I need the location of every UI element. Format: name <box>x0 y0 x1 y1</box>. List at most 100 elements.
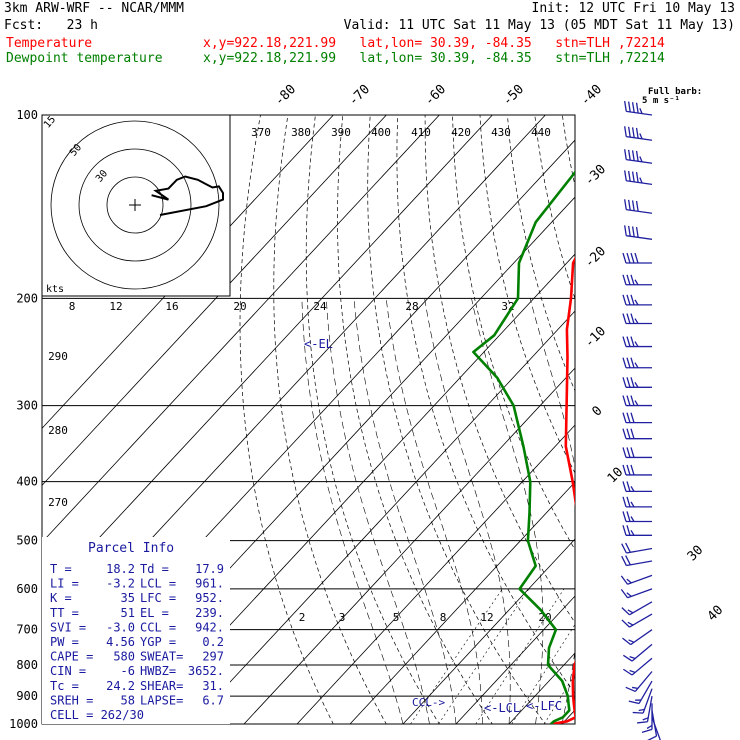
dewpoint-label: Dewpoint temperature <box>6 51 163 66</box>
el-marker: <-EL <box>304 337 333 351</box>
wind-barb-flag <box>622 412 627 423</box>
wind-barb-shaft <box>634 671 653 692</box>
wind-barb-flag <box>630 501 635 508</box>
wind-barb-flag <box>647 735 657 740</box>
mixing-ratio-line <box>511 623 575 724</box>
parcel-info-key: CAPE = <box>50 650 93 664</box>
parcel-info-value: 952. <box>195 591 224 605</box>
dry-adiabat <box>617 115 740 737</box>
isotherm-line <box>137 253 575 724</box>
theta-label: 420 <box>451 126 471 139</box>
wind-barb-flag <box>624 149 627 160</box>
wind-barb-shaft <box>629 613 653 628</box>
wind-barb-flag <box>624 126 627 137</box>
parcel-info-value: 31. <box>202 679 224 693</box>
moist-adiabat <box>615 298 693 724</box>
isotherm-line <box>668 115 740 724</box>
pressure-tick-label: 100 <box>16 108 38 122</box>
mixing-ratio-top-label: 12 <box>109 300 122 313</box>
mixing-ratio-line <box>543 673 575 724</box>
hodograph-ring <box>106 176 164 234</box>
wind-barb-flag <box>635 102 639 114</box>
wind-barb <box>620 588 653 599</box>
wind-barb-flag <box>622 357 627 368</box>
pressure-tick-label: 900 <box>16 689 38 703</box>
wind-barb-flag <box>637 721 648 724</box>
wind-barb-flag <box>630 252 635 264</box>
model-title: 3km ARW-WRF -- NCAR/MMM <box>4 1 185 16</box>
wind-barb-flag <box>631 127 635 138</box>
wind-barb-flag <box>629 655 636 660</box>
wind-barb-flag <box>621 555 627 566</box>
parcel-info-value: 942. <box>195 620 224 634</box>
wind-barb-flag <box>630 395 635 406</box>
wind-barb <box>622 395 652 407</box>
wind-barb-flag <box>622 274 627 285</box>
wind-barb-shaft <box>627 574 653 585</box>
wind-barb <box>622 496 652 508</box>
wind-barb-flag <box>634 279 639 286</box>
isotherm-label: 40 <box>705 603 727 625</box>
dry-adiabat <box>507 115 575 392</box>
moist-adiabat <box>326 298 430 724</box>
wind-barb-flag <box>626 464 631 476</box>
wind-barb-flag <box>622 336 627 347</box>
parcel-info-value: 17.9 <box>195 562 224 576</box>
wind-barb-flag <box>622 252 627 264</box>
parcel-info-value: 297 <box>202 650 224 664</box>
wind-barb-flag <box>630 529 635 536</box>
wind-barb-shaft <box>631 657 653 676</box>
wind-barb-flag <box>639 133 643 140</box>
wind-barb <box>622 464 652 476</box>
wind-barb-flag <box>621 607 630 616</box>
wind-barb <box>621 613 653 628</box>
wind-barb <box>622 447 652 459</box>
moist-adiabat <box>301 298 404 724</box>
wind-barb-flag <box>626 428 631 439</box>
theta-label: 380 <box>291 126 311 139</box>
theta-label: 410 <box>411 126 431 139</box>
wind-barb <box>621 555 653 567</box>
parcel-info-key: LAPSE= <box>140 693 183 707</box>
wind-barb <box>622 252 652 264</box>
wind-barb-shaft <box>626 560 653 567</box>
hodograph-units: kts <box>46 284 64 295</box>
wind-barb <box>622 313 652 325</box>
moist-adiabat <box>353 298 457 724</box>
wind-barb-flag <box>639 156 643 163</box>
wind-barb-flag <box>627 199 631 211</box>
wind-barb-flag <box>627 149 631 161</box>
parcel-info-value: -6 <box>121 664 135 678</box>
isotherm-line <box>190 310 575 724</box>
isotherm-line <box>42 115 334 429</box>
wind-barb-flag <box>630 313 635 324</box>
parcel-info-title: Parcel Info <box>88 541 174 556</box>
wind-barb <box>622 643 653 662</box>
wind-barb-flag <box>622 654 633 662</box>
isotherm-label: -60 <box>422 82 449 109</box>
mixing-ratio-top-label: 8 <box>69 300 76 313</box>
wind-barb-flag <box>631 171 635 182</box>
moist-adiabat <box>529 298 575 724</box>
parcel-info-value: -3.2 <box>106 577 135 591</box>
wind-barb <box>651 717 661 740</box>
wind-barb-flag <box>629 669 636 674</box>
wind-barb-flag <box>634 400 639 406</box>
temperature-location: x,y=922.18,221.99 lat,lon= 30.39, -84.35… <box>203 36 665 51</box>
parcel-info-key: EL = <box>140 606 169 620</box>
wind-barb-flag <box>627 225 631 237</box>
isotherm-label: -30 <box>582 162 609 189</box>
wind-barb-flag <box>625 686 636 693</box>
dry-adiabat <box>590 115 740 737</box>
wind-barb-flag <box>630 412 635 423</box>
wind-barb-shaft <box>626 235 653 240</box>
wind-barb-flag <box>627 101 631 113</box>
isotherm-line <box>243 367 575 724</box>
wind-barb-flag <box>641 728 653 734</box>
wind-barb-flag <box>626 274 631 285</box>
pressure-tick-label: 400 <box>16 475 38 489</box>
wind-barb <box>637 696 653 724</box>
isotherm-line <box>296 424 575 724</box>
wind-barb-flag <box>628 700 640 705</box>
wind-barb-flag <box>635 226 639 238</box>
